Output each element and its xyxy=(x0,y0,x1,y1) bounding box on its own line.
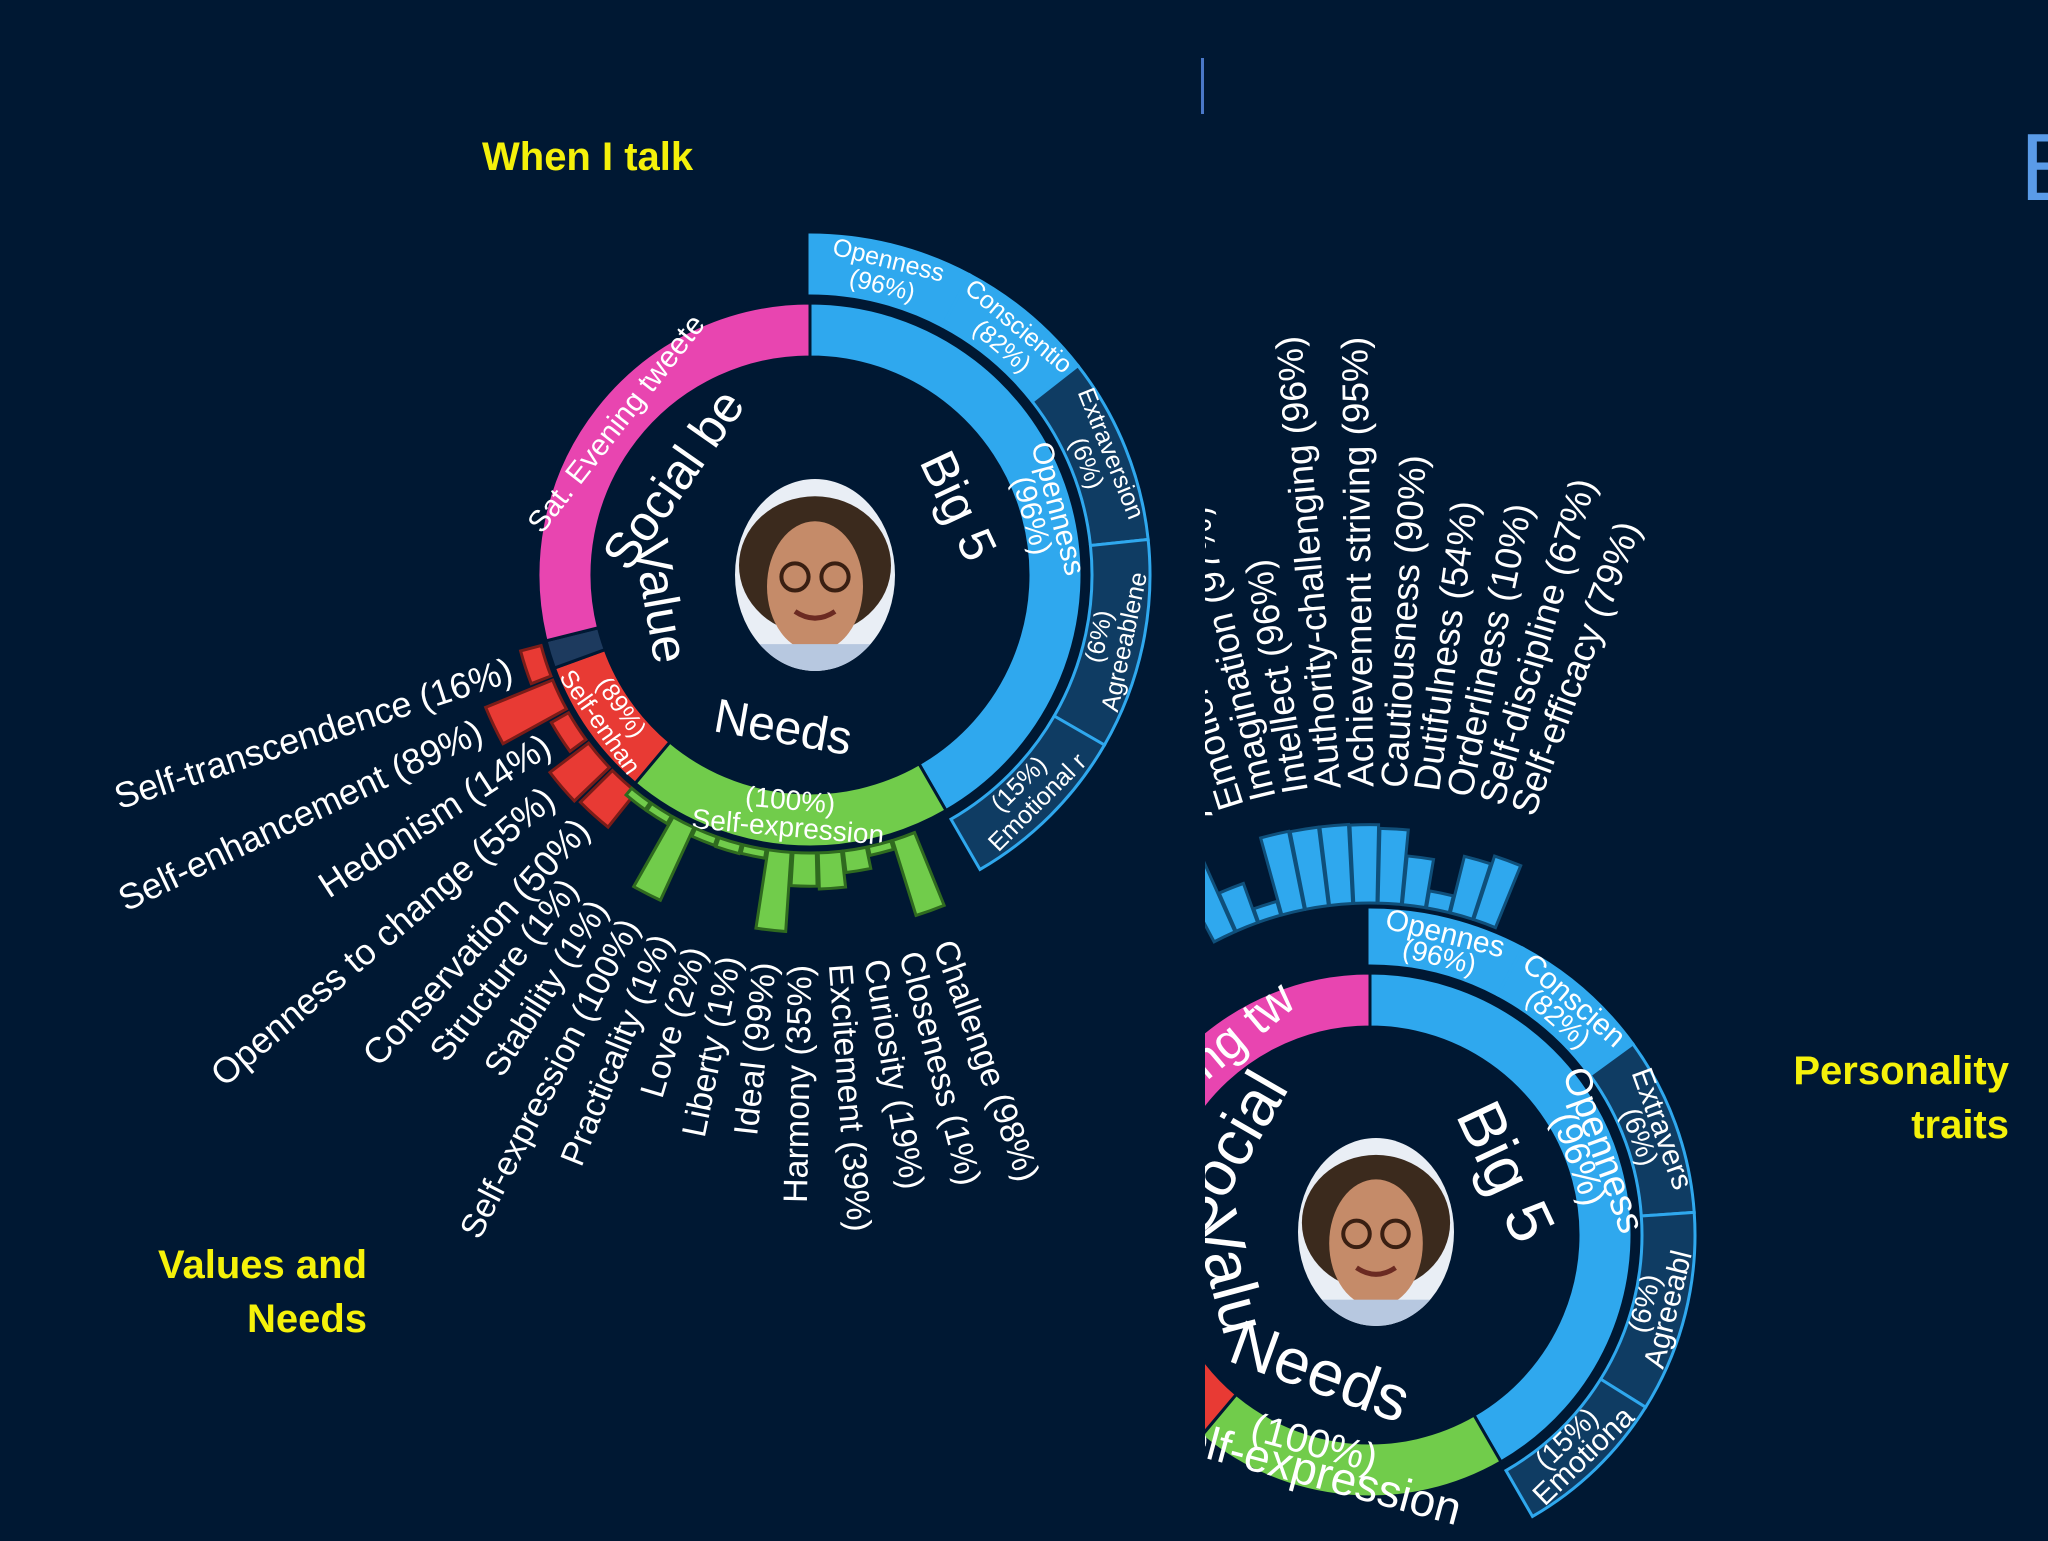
ring-segment-needs xyxy=(1205,1392,1504,1499)
needs-bar xyxy=(690,826,720,848)
trait-bar xyxy=(1471,854,1523,930)
values-bar xyxy=(483,678,569,746)
caption-values-line1: Values and xyxy=(158,1243,367,1287)
avatar xyxy=(735,479,895,671)
center-label-value: Value xyxy=(623,535,700,667)
trait-bar-label: Achievement striving (95%) xyxy=(1334,336,1381,787)
trait-bar xyxy=(1251,899,1283,925)
left-sunburst: Openness(96%) Conscientio(82%)Extraversio… xyxy=(109,233,1153,1245)
ring-segment-social xyxy=(536,301,812,643)
trait-bar xyxy=(1424,889,1456,915)
needs-bar xyxy=(816,849,848,891)
needs-bar xyxy=(739,843,768,860)
needs-bar xyxy=(623,786,653,812)
needs-bar xyxy=(644,801,674,826)
needs-bar xyxy=(789,850,819,888)
ring-segment-big5 xyxy=(808,301,1084,813)
needs-bar-label: Harmony (35%) xyxy=(777,965,820,1204)
needs-bar xyxy=(714,835,744,856)
ring-segment-big5 xyxy=(1368,971,1634,1464)
text-cursor xyxy=(1201,58,1204,114)
caption-values-line2: Needs xyxy=(246,1297,367,1341)
caption-personality-line1: Personality xyxy=(1793,1049,2009,1093)
values-bar xyxy=(549,710,589,754)
big5-outer-segment xyxy=(1503,1377,1648,1519)
big5-outer-segment xyxy=(948,713,1107,872)
needs-bar xyxy=(631,814,696,903)
values-bar xyxy=(547,740,612,804)
ring-segment-values xyxy=(1205,1359,1239,1434)
avatar xyxy=(1298,1138,1454,1326)
caption-when-i-talk: When I talk xyxy=(482,135,694,179)
needs-bar xyxy=(841,845,873,875)
needs-bar xyxy=(890,830,947,918)
slide-title-edge-letter: E xyxy=(2020,118,2048,218)
caption-personality-line2: traits xyxy=(1911,1103,2009,1147)
trait-bar xyxy=(1348,823,1381,905)
needs-bar xyxy=(866,839,896,858)
center-label-big5: Big 5 xyxy=(909,442,1008,569)
center-label-needs: Needs xyxy=(710,690,856,766)
caption-personality-traits: Personality traits xyxy=(1735,1044,2009,1152)
ring-segment-social xyxy=(1205,971,1372,1111)
caption-values-needs: Values and Needs xyxy=(112,1238,367,1346)
needs-bar xyxy=(754,848,793,934)
values-bar xyxy=(518,643,553,686)
